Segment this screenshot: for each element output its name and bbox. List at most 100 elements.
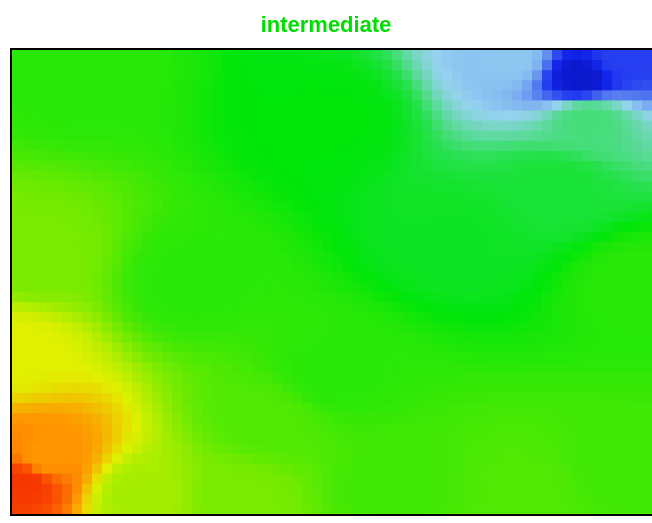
heatmap-cell xyxy=(502,261,513,273)
heatmap-cell xyxy=(102,110,113,122)
heatmap-cell xyxy=(392,403,403,414)
heatmap-cell xyxy=(592,413,603,424)
heatmap-cell xyxy=(352,342,363,354)
heatmap-cell xyxy=(192,221,203,233)
heatmap-cell xyxy=(452,352,463,364)
heatmap-cell xyxy=(622,503,633,514)
heatmap-cell xyxy=(512,453,523,465)
heatmap-cell xyxy=(222,241,233,253)
heatmap-cell xyxy=(302,392,313,404)
heatmap-cell xyxy=(352,292,363,303)
heatmap-cell xyxy=(42,322,53,334)
heatmap-cell xyxy=(492,120,503,132)
heatmap-cell xyxy=(182,130,193,142)
heatmap-cell xyxy=(402,160,413,172)
heatmap-cell xyxy=(422,150,433,162)
heatmap-cell xyxy=(52,493,63,505)
heatmap-cell xyxy=(152,261,163,273)
heatmap-cell xyxy=(192,413,203,424)
heatmap-cell xyxy=(142,322,153,334)
heatmap-cell xyxy=(422,362,433,374)
heatmap-cell xyxy=(402,120,413,132)
heatmap-cell xyxy=(52,171,63,182)
heatmap-cell xyxy=(122,382,133,394)
heatmap-cell xyxy=(642,80,652,91)
heatmap-cell xyxy=(42,120,53,132)
heatmap-cell xyxy=(72,50,83,61)
heatmap-cell xyxy=(22,120,33,132)
heatmap-cell xyxy=(52,70,63,81)
heatmap-cell xyxy=(282,382,293,394)
heatmap-cell xyxy=(152,322,163,334)
heatmap-cell xyxy=(242,463,253,475)
heatmap-cell xyxy=(132,312,143,323)
heatmap-cell xyxy=(192,463,203,475)
heatmap-cell xyxy=(132,503,143,514)
heatmap-cell xyxy=(242,433,253,444)
heatmap-cell xyxy=(22,60,33,71)
heatmap-cell xyxy=(152,292,163,303)
heatmap-cell xyxy=(582,181,593,192)
heatmap-cell xyxy=(462,120,473,132)
heatmap-cell xyxy=(22,221,33,233)
heatmap-cell xyxy=(512,362,523,374)
heatmap-cell xyxy=(392,191,403,202)
heatmap-cell xyxy=(212,130,223,142)
heatmap-cell xyxy=(82,160,93,172)
heatmap-cell xyxy=(412,423,423,434)
heatmap-cell xyxy=(352,322,363,334)
heatmap-cell xyxy=(102,282,113,293)
heatmap-cell xyxy=(22,463,33,475)
heatmap-cell xyxy=(252,50,263,61)
heatmap-cell xyxy=(482,312,493,323)
heatmap-cell xyxy=(572,282,583,293)
heatmap-cell xyxy=(362,372,373,384)
heatmap-cell xyxy=(32,332,43,344)
heatmap-cell xyxy=(582,453,593,465)
heatmap-cell xyxy=(482,201,493,212)
heatmap-cell xyxy=(522,503,533,514)
heatmap-cell xyxy=(282,251,293,263)
heatmap-cell xyxy=(562,221,573,233)
heatmap-cell xyxy=(642,201,652,212)
heatmap-cell xyxy=(612,251,623,263)
heatmap-cell xyxy=(242,332,253,344)
heatmap-cell xyxy=(12,282,23,293)
heatmap-cell xyxy=(72,191,83,202)
heatmap-cell xyxy=(72,80,83,91)
heatmap-cell xyxy=(272,503,283,514)
heatmap-cell xyxy=(512,423,523,434)
heatmap-cell xyxy=(382,130,393,142)
heatmap-cell xyxy=(122,110,133,122)
heatmap-cell xyxy=(522,130,533,142)
heatmap-cell xyxy=(222,80,233,91)
heatmap-cell xyxy=(232,392,243,404)
heatmap-cell xyxy=(562,342,573,354)
heatmap-cell xyxy=(342,342,353,354)
heatmap-cell xyxy=(242,160,253,172)
heatmap-cell xyxy=(222,322,233,334)
heatmap-cell xyxy=(502,372,513,384)
heatmap-cell xyxy=(392,392,403,404)
heatmap-cell xyxy=(62,292,73,303)
heatmap-cell xyxy=(542,251,553,263)
heatmap-cell xyxy=(612,271,623,283)
heatmap-cell xyxy=(152,473,163,485)
heatmap-cell xyxy=(242,201,253,212)
heatmap-cell xyxy=(122,120,133,132)
heatmap-cell xyxy=(532,120,543,132)
heatmap-cell xyxy=(152,443,163,455)
heatmap-cell xyxy=(22,473,33,485)
heatmap-cell xyxy=(432,503,443,514)
heatmap-cell xyxy=(52,392,63,404)
heatmap-cell xyxy=(222,150,233,162)
heatmap-cell xyxy=(52,443,63,455)
heatmap-cell xyxy=(512,171,523,182)
heatmap-cell xyxy=(632,171,643,182)
heatmap-cell xyxy=(52,332,63,344)
heatmap-cell xyxy=(642,433,652,444)
heatmap-cell xyxy=(262,503,273,514)
heatmap-cell xyxy=(622,251,633,263)
heatmap-cell xyxy=(472,473,483,485)
heatmap-cell xyxy=(422,80,433,91)
